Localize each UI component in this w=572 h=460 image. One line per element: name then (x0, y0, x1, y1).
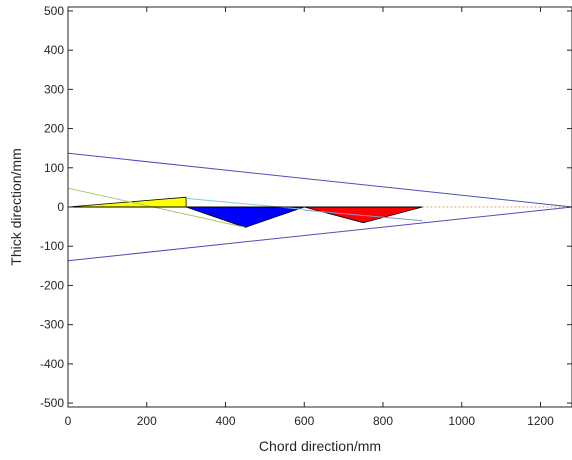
y-tick-label: 0 (57, 200, 64, 214)
y-tick-label: -500 (40, 396, 64, 410)
filled-triangle-3 (304, 206, 423, 224)
x-tick-label: 1200 (527, 414, 554, 428)
x-tick-label: 0 (65, 414, 72, 428)
x-axis-label: Chord direction/mm (259, 438, 381, 454)
y-tick-label: -300 (40, 318, 64, 332)
y-tick-label: -100 (40, 239, 64, 253)
filled-triangle-2 (185, 206, 305, 228)
y-tick-label: -200 (40, 278, 64, 292)
x-tick-label: 1000 (448, 414, 475, 428)
y-axis-label: Thick direction/mm (8, 148, 24, 265)
x-tick-label: 200 (137, 414, 157, 428)
filled-triangle-1 (67, 196, 187, 208)
axis-ticks: 0 200 400 600 800 1000 1200-500-400-300-200-10… (40, 4, 572, 428)
y-tick-label: -400 (40, 357, 64, 371)
y-tick-label: 100 (44, 161, 64, 175)
series-line-5 (304, 209, 423, 222)
y-tick-label: 200 (44, 122, 64, 136)
x-tick-label: 400 (215, 414, 235, 428)
series-line-4 (186, 197, 305, 210)
y-tick-label: 400 (44, 43, 64, 57)
series-line-2 (67, 206, 572, 262)
series-line-3 (67, 187, 246, 228)
series-line-1 (67, 152, 572, 208)
y-tick-label: 500 (44, 4, 64, 18)
x-tick-label: 600 (294, 414, 314, 428)
y-tick-label: 300 (44, 82, 64, 96)
x-tick-label: 800 (373, 414, 393, 428)
plot-area (67, 152, 572, 262)
